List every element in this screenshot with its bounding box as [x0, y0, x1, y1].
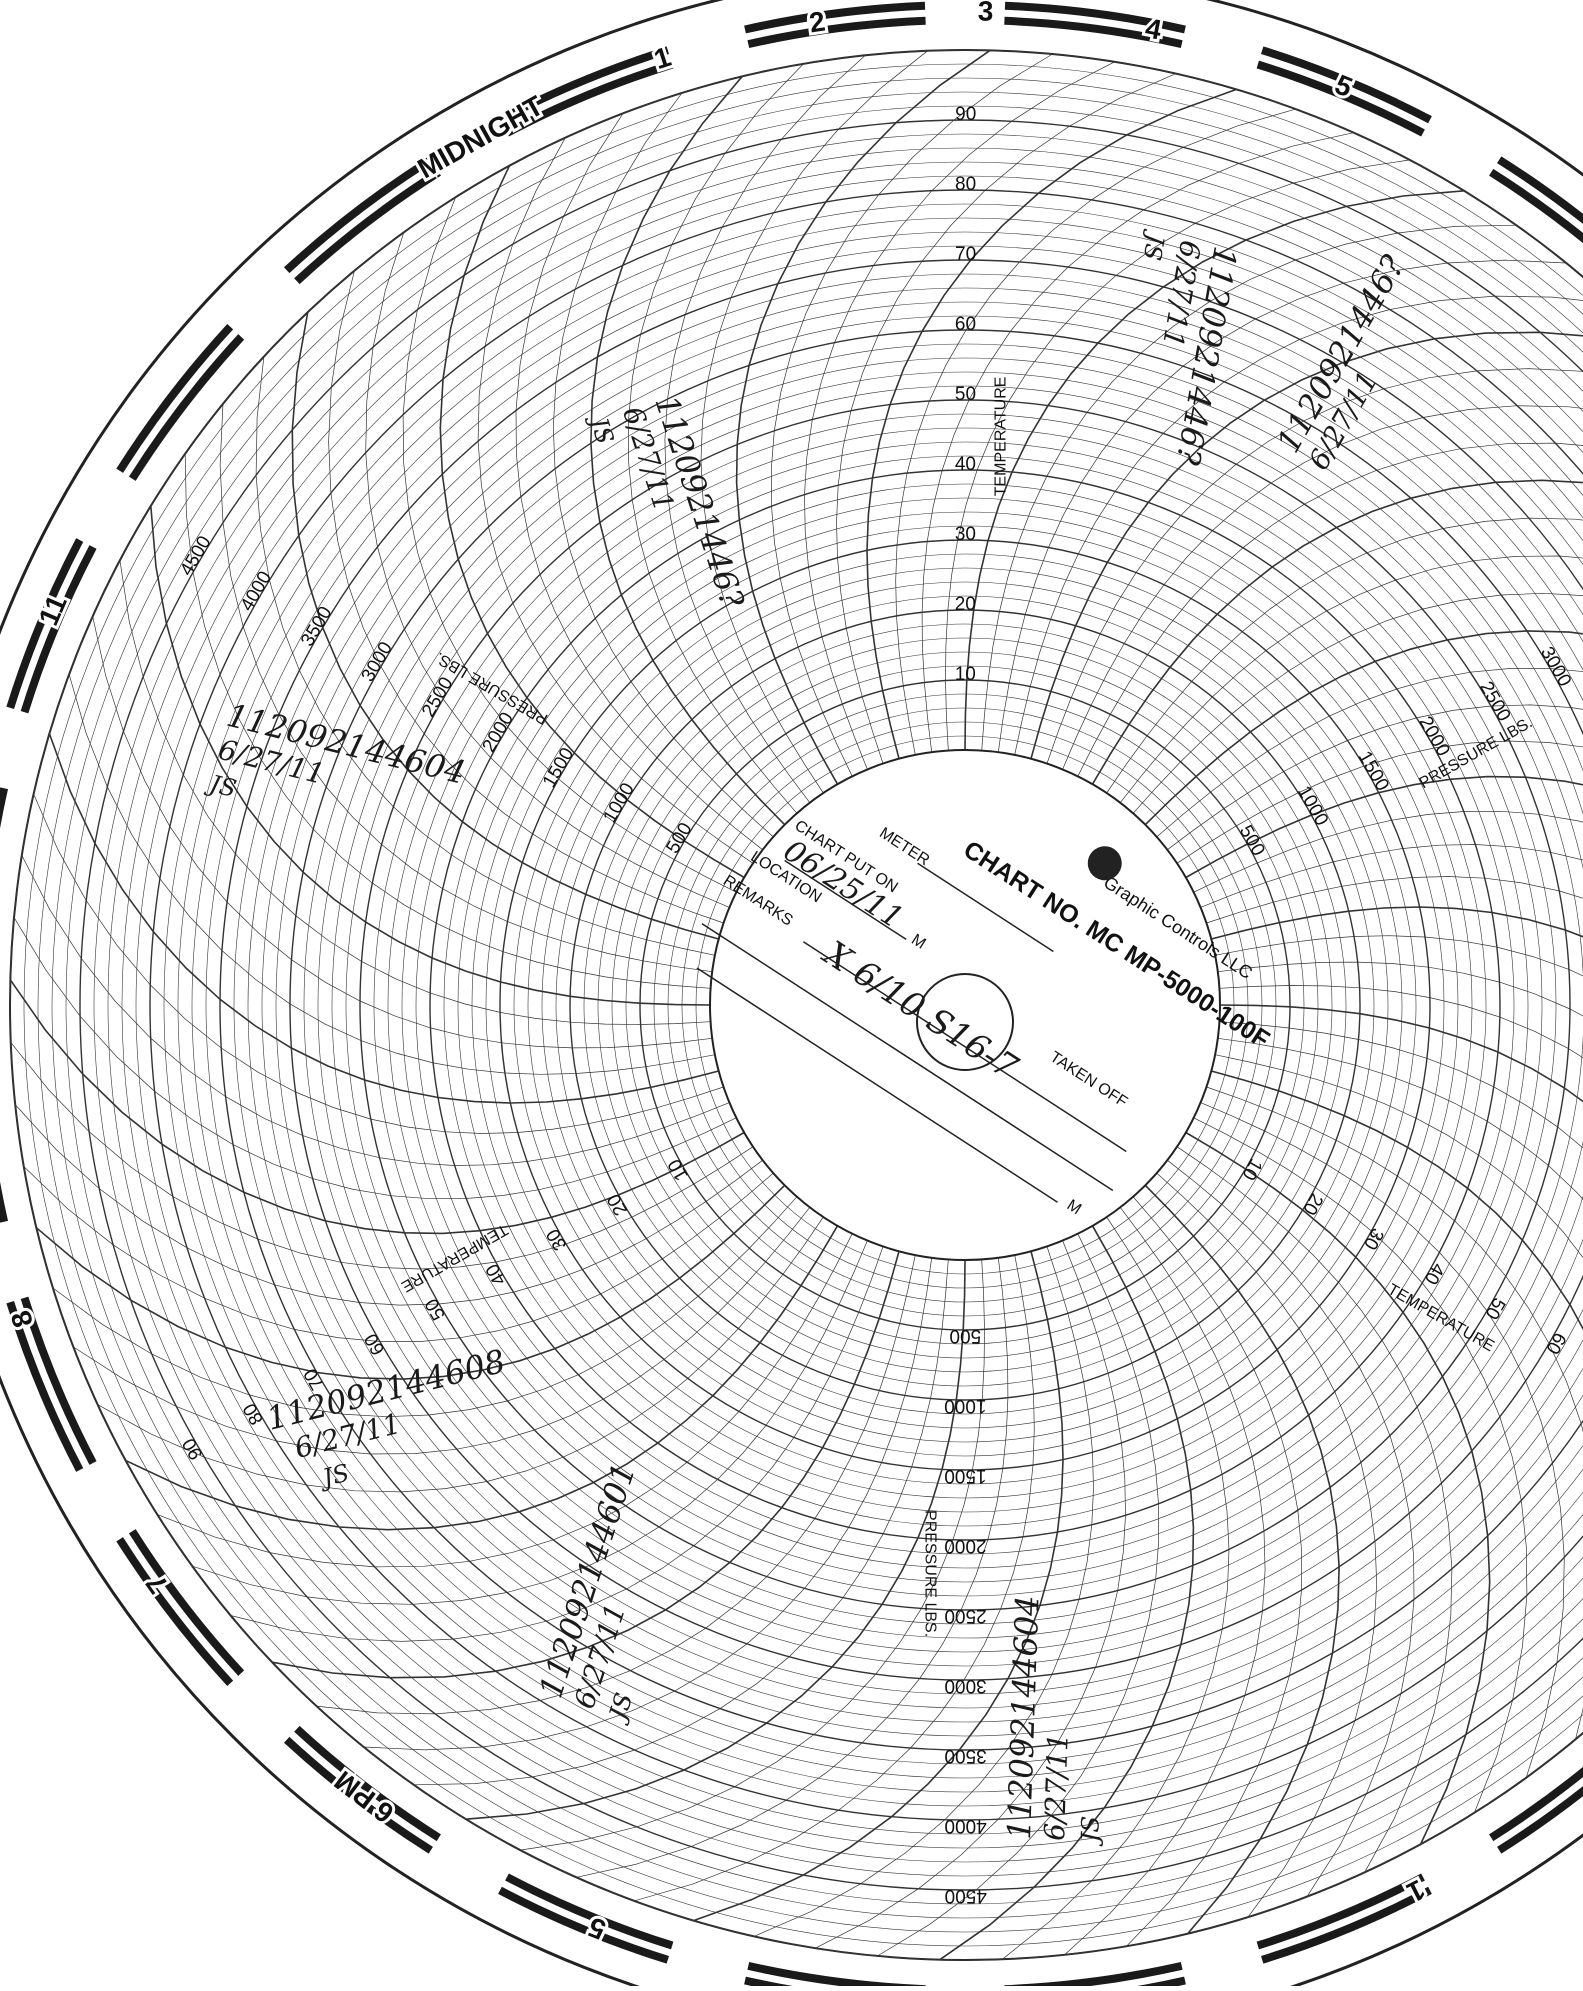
time-ring-bar	[120, 1539, 231, 1683]
pressure-tick-label: 1500	[1354, 748, 1393, 795]
pressure-scale-title: PRESSURE LBS.	[922, 1510, 939, 1637]
temperature-tick-label: 40	[1420, 1259, 1449, 1288]
time-arc	[1177, 1147, 1452, 1873]
temperature-tick-label: 60	[361, 1330, 390, 1359]
pressure-tick-label: 1500	[944, 1465, 986, 1486]
time-ring-bar	[132, 1531, 241, 1673]
temperature-tick-label: 90	[955, 104, 976, 125]
time-arc	[1211, 907, 1583, 1276]
handwritten-note: 1120921446? 6/27/11 JS	[1104, 227, 1246, 468]
pressure-tick-label: 2500	[1475, 678, 1514, 725]
temperature-tick-label: 80	[955, 174, 976, 195]
temperature-tick-label: 10	[955, 664, 976, 685]
pressure-tick-label: 3000	[944, 1675, 986, 1696]
time-ring-label: MIDNIGHT	[412, 90, 548, 185]
pressure-tick-label: 4000	[944, 1815, 986, 1836]
pressure-tick-label: 1000	[944, 1395, 986, 1416]
pressure-tick-label: 1000	[599, 780, 638, 827]
pressure-tick-label: 4500	[176, 532, 215, 579]
time-ring-bar	[500, 1890, 668, 1960]
handwritten-initials: JS	[1138, 227, 1171, 262]
time-arc	[15, 1105, 763, 1306]
temperature-tick-label: 40	[955, 454, 976, 475]
time-arc	[1186, 1133, 1490, 1845]
time-arc	[634, 1255, 1034, 1901]
temperature-tick-label: 20	[1298, 1190, 1327, 1219]
pressure-tick-label: 3000	[358, 638, 397, 685]
pressure-tick-label: 4500	[945, 1885, 987, 1906]
pressure-tick-label: 2000	[479, 709, 518, 756]
time-ring-label: 6 PM	[329, 1765, 400, 1829]
time-arc	[1220, 1005, 1583, 1504]
temperature-tick-label: 10	[664, 1155, 693, 1184]
pressure-tick-label: 2500	[418, 674, 457, 721]
handwritten-initials: JS	[202, 768, 239, 803]
pressure-tick-label: 4000	[237, 568, 276, 615]
temperature-tick-label: 20	[955, 594, 976, 615]
temperature-tick-label: 40	[482, 1260, 511, 1289]
time-ring-bar	[120, 327, 231, 471]
time-ring-bar	[132, 337, 241, 479]
temperature-scale-title: TEMPERATURE	[992, 377, 1009, 497]
time-ring-bar	[1262, 1890, 1430, 1960]
pressure-tick-label: 1000	[1293, 782, 1332, 829]
pressure-tick-label: 500	[662, 819, 696, 857]
time-arc	[1215, 1055, 1583, 1654]
temperature-tick-label: 50	[955, 384, 976, 405]
temperature-tick-label: 50	[1480, 1294, 1509, 1323]
handwritten-initials: JS	[1076, 1816, 1105, 1848]
time-arc	[701, 51, 928, 793]
handwritten-initials: JS	[583, 409, 619, 447]
temperature-tick-label: 50	[421, 1295, 450, 1324]
time-arc	[1201, 845, 1583, 1155]
time-ring-bar	[297, 172, 439, 281]
time-ring-bar	[287, 160, 431, 271]
pressure-tick-label: 2500	[944, 1605, 986, 1626]
handwritten-initials: JS	[315, 1459, 352, 1494]
time-arc	[896, 109, 1296, 755]
time-ring-bar	[1499, 1740, 1583, 1851]
time-ring-label: 2	[807, 5, 827, 38]
pressure-tick-label: 3000	[1536, 643, 1575, 690]
time-ring-bar	[0, 1044, 4, 1221]
time-ring-bar	[1499, 160, 1583, 271]
time-arc	[1167, 1160, 1414, 1896]
handwritten-date: 6/27/11	[1038, 1732, 1075, 1841]
time-ring-label: 3	[978, 0, 994, 27]
time-ring-bar	[0, 788, 4, 965]
temperature-tick-label: 70	[955, 244, 976, 265]
temperature-tick-label: 60	[1541, 1329, 1570, 1358]
handwritten-note: 1120921446? 6/27/11	[1269, 248, 1441, 475]
time-arc	[22, 855, 730, 1165]
temperature-tick-label: 90	[179, 1434, 208, 1463]
pressure-tick-label: 500	[1235, 822, 1269, 860]
pressure-tick-label: 500	[949, 1325, 981, 1346]
time-arc	[1002, 1217, 1229, 1959]
time-arc	[69, 674, 715, 1074]
temperature-scale-title: TEMPERATURE	[1385, 1281, 1497, 1355]
time-arc	[73, 1207, 809, 1454]
time-arc	[10, 980, 744, 1234]
pressure-tick-label: 3500	[944, 1745, 986, 1766]
temperature-tick-label: 60	[955, 314, 976, 335]
pressure-tick-label: 2000	[1414, 713, 1453, 760]
pressure-tick-label: 3500	[297, 603, 336, 650]
temperature-tick-label: 30	[955, 524, 976, 545]
time-arc	[1107, 518, 1583, 793]
temperature-tick-label: 20	[603, 1190, 632, 1219]
handwritten-note: 1120921446? 6/27/11 JS	[583, 386, 752, 634]
pressure-tick-label: 2000	[944, 1535, 986, 1556]
time-arc	[466, 1260, 965, 1819]
temperature-tick-label: 30	[1359, 1224, 1388, 1253]
time-arc	[11, 1042, 753, 1269]
time-arc	[737, 50, 991, 784]
